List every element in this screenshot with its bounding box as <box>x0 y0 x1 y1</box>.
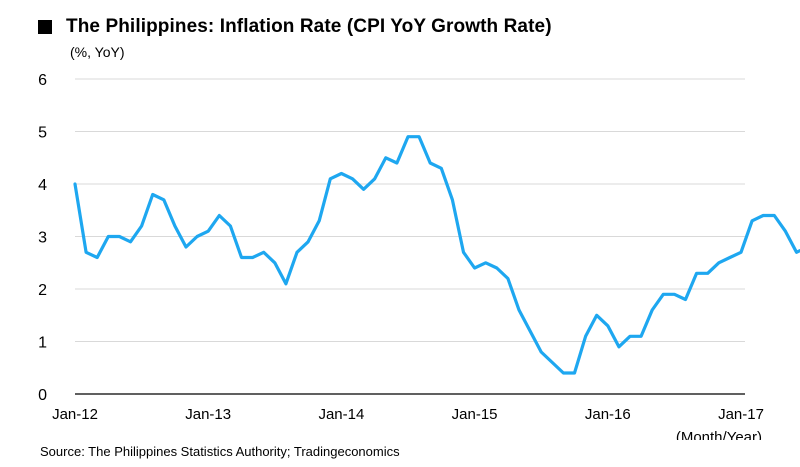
y-tick-label-2: 2 <box>38 282 47 299</box>
x-tick-label-Jan-14: Jan-14 <box>318 406 364 423</box>
y-tick-label-5: 5 <box>38 125 47 142</box>
y-tick-label-0: 0 <box>38 387 47 404</box>
title-square-icon <box>38 20 52 34</box>
unit-label: (%, YoY) <box>70 44 125 60</box>
x-tick-label-Jan-15: Jan-15 <box>452 406 498 423</box>
x-tick-label-Jan-12: Jan-12 <box>52 406 98 423</box>
x-tick-label-Jan-17: Jan-17 <box>718 406 764 423</box>
x-tick-label-Jan-16: Jan-16 <box>585 406 631 423</box>
y-tick-label-1: 1 <box>38 335 47 352</box>
series-line-inflation <box>73 135 800 375</box>
y-tick-label-3: 3 <box>38 230 47 247</box>
chart-title-row: The Philippines: Inflation Rate (CPI YoY… <box>38 14 552 40</box>
x-axis-label: (Month/Year) <box>676 429 762 440</box>
x-tick-label-Jan-13: Jan-13 <box>185 406 231 423</box>
source-note: Source: The Philippines Statistics Autho… <box>40 444 400 459</box>
chart-title: The Philippines: Inflation Rate (CPI YoY… <box>66 16 552 37</box>
line-chart: 0 1 2 3 4 5 6 Jan-12 Jan-13 Jan-14 Jan-15 Jan-16 Jan… <box>38 72 800 440</box>
y-tick-label-6: 6 <box>38 72 47 89</box>
y-tick-label-4: 4 <box>38 177 47 194</box>
